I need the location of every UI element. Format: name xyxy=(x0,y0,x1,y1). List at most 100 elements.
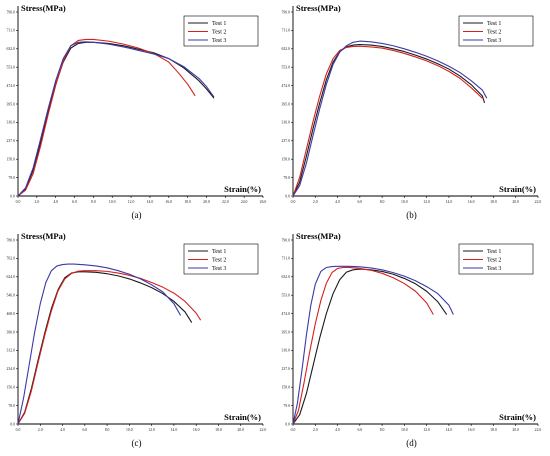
x-tick-label: 6.0 xyxy=(82,428,87,432)
x-tick-label: 10.0 xyxy=(126,428,133,432)
y-tick-label: 780.0 xyxy=(6,238,15,242)
x-axis-title: Strain(%) xyxy=(499,412,536,422)
y-tick-label: 395.0 xyxy=(281,330,290,334)
panel-label: (a) xyxy=(132,210,142,220)
panel-b: 0.0 2.0 4.0 6.0 8.0 10.0 12.0 14.0 16.0 18.0 20.0 2… xyxy=(275,0,546,222)
x-tick-label: 22.0 xyxy=(260,428,267,432)
legend-label-1: Test 1 xyxy=(212,21,226,27)
y-tick-label: 632.0 xyxy=(6,47,15,51)
x-tick-label: 12.0 xyxy=(423,428,430,432)
y-axis-title: Stress(MPa) xyxy=(21,231,66,241)
y-tick-label: 395.0 xyxy=(281,102,290,106)
legend-label-1: Test 1 xyxy=(487,249,501,255)
series-line-2 xyxy=(292,266,434,425)
series-line-3 xyxy=(292,265,454,425)
x-tick-label: 20.0 xyxy=(203,200,210,204)
x-tick-label: 2.0 xyxy=(313,428,318,432)
y-axis-title: Stress(MPa) xyxy=(21,3,66,13)
y-tick-label: 790.0 xyxy=(6,10,15,14)
legend-label-1: Test 1 xyxy=(212,249,226,255)
x-tick-label: 4.0 xyxy=(335,200,340,204)
y-tick-label: 390.0 xyxy=(6,330,15,334)
series-line-2 xyxy=(292,45,483,197)
legend-label-3: Test 3 xyxy=(212,38,226,44)
x-tick-label: 20.0 xyxy=(237,428,244,432)
x-tick-label: 14.0 xyxy=(171,428,178,432)
y-tick-label: 711.0 xyxy=(7,29,16,33)
y-axis-title: Stress(MPa) xyxy=(296,3,341,13)
x-tick-label: 14.0 xyxy=(446,428,453,432)
x-tick-label: 22.0 xyxy=(535,428,542,432)
x-tick-label: 20.0 xyxy=(512,200,519,204)
y-tick-label: 316.0 xyxy=(281,121,290,125)
y-tick-label: 316.0 xyxy=(281,349,290,353)
x-tick-label: 14.0 xyxy=(147,200,154,204)
y-tick-label: 0.0 xyxy=(285,422,290,426)
y-tick-label: 632.0 xyxy=(281,275,290,279)
y-tick-label: 158.0 xyxy=(281,386,290,390)
y-tick-label: 237.0 xyxy=(281,367,290,371)
legend-label-2: Test 2 xyxy=(487,30,501,36)
legend-label-3: Test 3 xyxy=(487,266,501,272)
y-tick-label: 78.0 xyxy=(8,404,15,408)
y-tick-label: 237.0 xyxy=(6,139,15,143)
series-line-1 xyxy=(292,44,486,197)
legend-label-1: Test 1 xyxy=(487,21,501,27)
y-tick-label: 474.0 xyxy=(6,84,15,88)
y-axis-title: Stress(MPa) xyxy=(296,231,341,241)
panel-d: 0.0 2.0 4.0 6.0 8.0 10.0 12.0 14.0 16.0 18.0 20.0 2… xyxy=(275,228,546,450)
x-tick-label: 14.0 xyxy=(446,200,453,204)
x-tick-label: 22.0 xyxy=(222,200,229,204)
y-tick-label: 158.0 xyxy=(6,158,15,162)
x-tick-label: 16.0 xyxy=(468,200,475,204)
legend-label-3: Test 3 xyxy=(212,266,226,272)
panel-label: (b) xyxy=(406,210,417,220)
x-tick-label: 16.0 xyxy=(468,428,475,432)
x-tick-label: 18.0 xyxy=(184,200,191,204)
y-tick-label: 790.0 xyxy=(281,10,290,14)
y-tick-label: 156.0 xyxy=(6,386,15,390)
x-tick-label: 6.0 xyxy=(357,200,362,204)
x-tick-label: 4.0 xyxy=(335,428,340,432)
x-tick-label: 8.0 xyxy=(380,428,385,432)
x-tick-label: 18.0 xyxy=(490,428,497,432)
y-tick-label: 553.0 xyxy=(281,66,290,70)
y-tick-label: 158.0 xyxy=(281,158,290,162)
x-tick-label: 4.0 xyxy=(60,428,65,432)
x-tick-label: 0.0 xyxy=(291,428,296,432)
x-tick-label: 16.0 xyxy=(193,428,200,432)
x-tick-label: 0.0 xyxy=(16,428,21,432)
y-tick-label: 702.0 xyxy=(6,257,15,261)
x-tick-label: 2.0 xyxy=(313,200,318,204)
series-line-2 xyxy=(17,38,196,197)
y-tick-label: 553.0 xyxy=(281,294,290,298)
x-tick-label: 10.0 xyxy=(401,200,408,204)
y-tick-label: 316.0 xyxy=(6,121,15,125)
y-tick-label: 711.0 xyxy=(282,257,291,261)
x-tick-label: 12.0 xyxy=(128,200,135,204)
y-tick-label: 546.0 xyxy=(6,294,15,298)
legend-label-2: Test 2 xyxy=(487,258,501,264)
x-tick-label: 16.0 xyxy=(165,200,172,204)
x-tick-label: 12.0 xyxy=(423,200,430,204)
y-tick-label: 237.0 xyxy=(281,139,290,143)
y-tick-label: 79.0 xyxy=(8,176,15,180)
chart-svg: 0.0 2.0 4.0 6.0 8.0 10.0 12.0 14.0 16.0 18.0 20.0 2… xyxy=(6,231,267,448)
series-line-3 xyxy=(17,41,215,197)
x-tick-label: 12.0 xyxy=(148,428,155,432)
panel-label: (c) xyxy=(132,438,142,448)
chart-svg: 0.0 2.0 4.0 6.0 8.0 10.0 12.0 14.0 16.0 18.0 20.0 2… xyxy=(6,3,267,220)
y-tick-label: 79.0 xyxy=(283,176,290,180)
x-axis-title: Strain(%) xyxy=(224,184,261,194)
y-tick-label: 79.0 xyxy=(283,404,290,408)
legend-label-3: Test 3 xyxy=(487,38,501,44)
y-tick-label: 312.0 xyxy=(6,349,15,353)
x-tick-label: 0.0 xyxy=(291,200,296,204)
legend-label-2: Test 2 xyxy=(212,258,226,264)
x-tick-label: 10.0 xyxy=(401,428,408,432)
series-line-1 xyxy=(17,271,193,425)
x-tick-label: 26.0 xyxy=(260,200,267,204)
y-tick-label: 553.0 xyxy=(6,66,15,70)
x-tick-label: 22.0 xyxy=(535,200,542,204)
y-tick-label: 474.0 xyxy=(281,84,290,88)
